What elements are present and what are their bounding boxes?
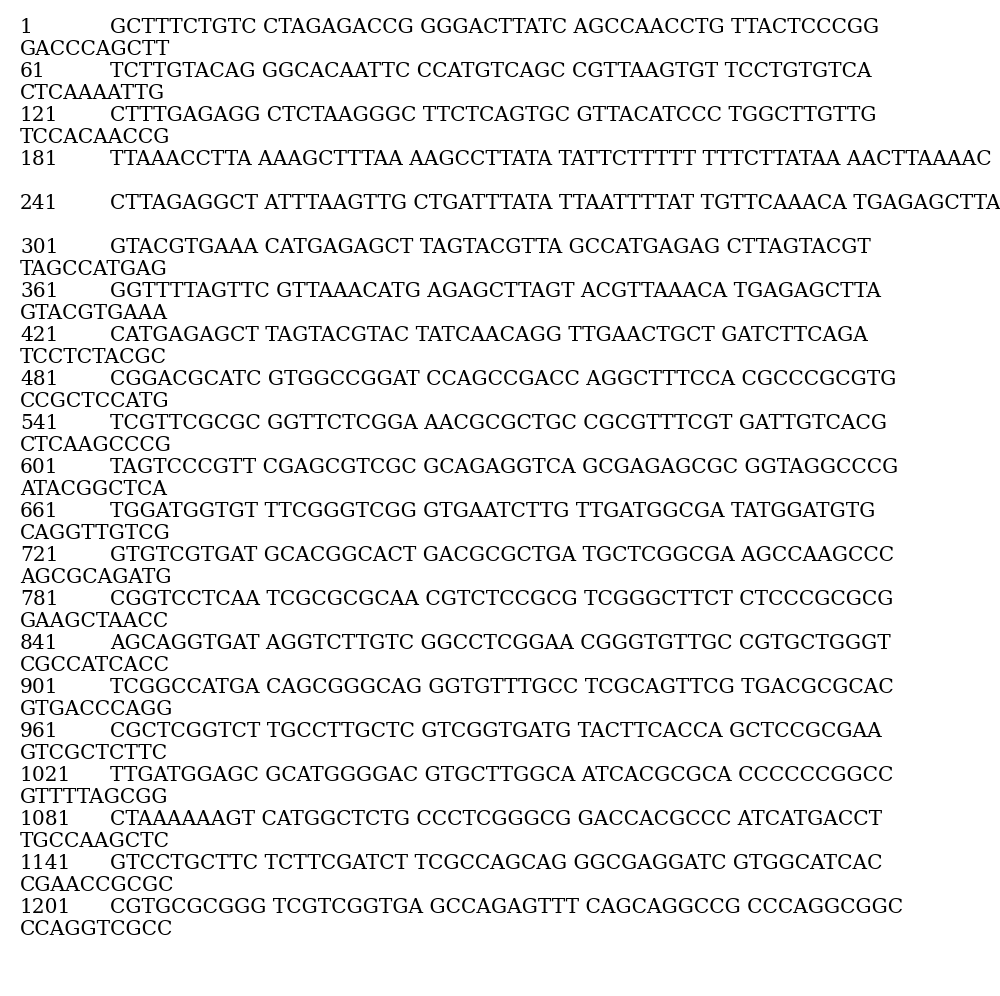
Text: CGAACCGCGC: CGAACCGCGC	[20, 876, 175, 895]
Text: 661: 661	[20, 502, 59, 521]
Text: GTTTTAGCGG: GTTTTAGCGG	[20, 788, 168, 807]
Text: 1: 1	[20, 18, 33, 37]
Text: 1021: 1021	[20, 766, 71, 785]
Text: TGGATGGTGT TTCGGGTCGG GTGAATCTTG TTGATGGCGA TATGGATGTG: TGGATGGTGT TTCGGGTCGG GTGAATCTTG TTGATGG…	[110, 502, 875, 521]
Text: 841: 841	[20, 634, 58, 653]
Text: GTCCTGCTTC TCTTCGATCT TCGCCAGCAG GGCGAGGATC GTGGCATCAC: GTCCTGCTTC TCTTCGATCT TCGCCAGCAG GGCGAGG…	[110, 854, 883, 873]
Text: CGGACGCATC GTGGCCGGAT CCAGCCGACC AGGCTTTCCA CGCCCGCGTG: CGGACGCATC GTGGCCGGAT CCAGCCGACC AGGCTTT…	[110, 370, 896, 389]
Text: TCTTGTACAG GGCACAATTC CCATGTCAGC CGTTAAGTGT TCCTGTGTCA: TCTTGTACAG GGCACAATTC CCATGTCAGC CGTTAAG…	[110, 62, 872, 81]
Text: 901: 901	[20, 678, 59, 697]
Text: 301: 301	[20, 238, 58, 257]
Text: AGCGCAGATG: AGCGCAGATG	[20, 568, 172, 587]
Text: 61: 61	[20, 62, 46, 81]
Text: 1081: 1081	[20, 810, 72, 829]
Text: CTCAAGCCCG: CTCAAGCCCG	[20, 436, 172, 455]
Text: 1141: 1141	[20, 854, 71, 873]
Text: TCGTTCGCGC GGTTCTCGGA AACGCGCTGC CGCGTTTCGT GATTGTCACG: TCGTTCGCGC GGTTCTCGGA AACGCGCTGC CGCGTTT…	[110, 414, 887, 433]
Text: GTACGTGAAA CATGAGAGCT TAGTACGTTA GCCATGAGAG CTTAGTACGT: GTACGTGAAA CATGAGAGCT TAGTACGTTA GCCATGA…	[110, 238, 871, 257]
Text: CTTAGAGGCT ATTTAAGTTG CTGATTTATA TTAATTTTAT TGTTCAAACA TGAGAGCTTA: CTTAGAGGCT ATTTAAGTTG CTGATTTATA TTAATTT…	[110, 194, 1000, 213]
Text: TTAAACCTTA AAAGCTTTAA AAGCCTTATA TATTCTTTTT TTTCTTATAA AACTTAAAAC: TTAAACCTTA AAAGCTTTAA AAGCCTTATA TATTCTT…	[110, 150, 992, 169]
Text: GACCCAGCTT: GACCCAGCTT	[20, 40, 170, 59]
Text: CCAGGTCGCC: CCAGGTCGCC	[20, 920, 173, 939]
Text: TCCACAACCG: TCCACAACCG	[20, 128, 170, 147]
Text: 361: 361	[20, 282, 58, 301]
Text: CTAAAAAAGT CATGGCTCTG CCCTCGGGCG GACCACGCCC ATCATGACCT: CTAAAAAAGT CATGGCTCTG CCCTCGGGCG GACCACG…	[110, 810, 882, 829]
Text: 1201: 1201	[20, 898, 71, 917]
Text: TCCTCTACGC: TCCTCTACGC	[20, 348, 167, 367]
Text: TTGATGGAGC GCATGGGGAC GTGCTTGGCA ATCACGCGCA CCCCCCGGCC: TTGATGGAGC GCATGGGGAC GTGCTTGGCA ATCACGC…	[110, 766, 893, 785]
Text: 961: 961	[20, 722, 59, 741]
Text: TAGCCATGAG: TAGCCATGAG	[20, 260, 168, 279]
Text: CGCCATCACC: CGCCATCACC	[20, 656, 170, 675]
Text: 181: 181	[20, 150, 59, 169]
Text: CGCTCGGTCT TGCCTTGCTC GTCGGTGATG TACTTCACCA GCTCCGCGAA: CGCTCGGTCT TGCCTTGCTC GTCGGTGATG TACTTCA…	[110, 722, 882, 741]
Text: TAGTCCCGTT CGAGCGTCGC GCAGAGGTCA GCGAGAGCGC GGTAGGCCCG: TAGTCCCGTT CGAGCGTCGC GCAGAGGTCA GCGAGAG…	[110, 458, 898, 477]
Text: ATACGGCTCA: ATACGGCTCA	[20, 480, 167, 499]
Text: 241: 241	[20, 194, 58, 213]
Text: 421: 421	[20, 326, 58, 345]
Text: GAAGCTAACC: GAAGCTAACC	[20, 612, 169, 631]
Text: CAGGTTGTCG: CAGGTTGTCG	[20, 524, 171, 543]
Text: CATGAGAGCT TAGTACGTAC TATCAACAGG TTGAACTGCT GATCTTCAGA: CATGAGAGCT TAGTACGTAC TATCAACAGG TTGAACT…	[110, 326, 868, 345]
Text: GTGTCGTGAT GCACGGCACT GACGCGCTGA TGCTCGGCGA AGCCAAGCCC: GTGTCGTGAT GCACGGCACT GACGCGCTGA TGCTCGG…	[110, 546, 894, 565]
Text: GCTTTCTGTC CTAGAGACCG GGGACTTATC AGCCAACCTG TTACTCCCGG: GCTTTCTGTC CTAGAGACCG GGGACTTATC AGCCAAC…	[110, 18, 879, 37]
Text: 721: 721	[20, 546, 58, 565]
Text: CGTGCGCGGG TCGTCGGTGA GCCAGAGTTT CAGCAGGCCG CCCAGGCGGC: CGTGCGCGGG TCGTCGGTGA GCCAGAGTTT CAGCAGG…	[110, 898, 903, 917]
Text: 121: 121	[20, 106, 58, 125]
Text: GGTTTTAGTTC GTTAAACATG AGAGCTTAGT ACGTTAAACA TGAGAGCTTA: GGTTTTAGTTC GTTAAACATG AGAGCTTAGT ACGTTA…	[110, 282, 881, 301]
Text: CGGTCCTCAA TCGCGCGCAA CGTCTCCGCG TCGGGCTTCT CTCCCGCGCG: CGGTCCTCAA TCGCGCGCAA CGTCTCCGCG TCGGGCT…	[110, 590, 893, 609]
Text: 481: 481	[20, 370, 58, 389]
Text: GTGACCCAGG: GTGACCCAGG	[20, 700, 173, 719]
Text: GTACGTGAAA: GTACGTGAAA	[20, 304, 168, 323]
Text: 781: 781	[20, 590, 59, 609]
Text: CTCAAAATTG: CTCAAAATTG	[20, 84, 165, 103]
Text: TGCCAAGCTC: TGCCAAGCTC	[20, 832, 170, 851]
Text: CTTTGAGAGG CTCTAAGGGC TTCTCAGTGC GTTACATCCC TGGCTTGTTG: CTTTGAGAGG CTCTAAGGGC TTCTCAGTGC GTTACAT…	[110, 106, 876, 125]
Text: CCGCTCCATG: CCGCTCCATG	[20, 392, 170, 411]
Text: AGCAGGTGAT AGGTCTTGTC GGCCTCGGAA CGGGTGTTGC CGTGCTGGGT: AGCAGGTGAT AGGTCTTGTC GGCCTCGGAA CGGGTGT…	[110, 634, 891, 653]
Text: 541: 541	[20, 414, 58, 433]
Text: 601: 601	[20, 458, 59, 477]
Text: GTCGCTCTTC: GTCGCTCTTC	[20, 744, 168, 763]
Text: TCGGCCATGA CAGCGGGCAG GGTGTTTGCC TCGCAGTTCG TGACGCGCAC: TCGGCCATGA CAGCGGGCAG GGTGTTTGCC TCGCAGT…	[110, 678, 894, 697]
